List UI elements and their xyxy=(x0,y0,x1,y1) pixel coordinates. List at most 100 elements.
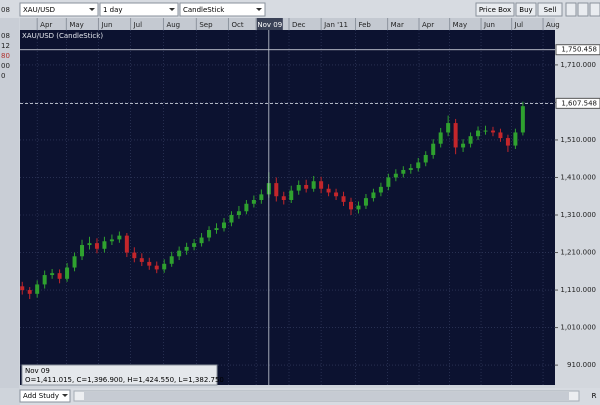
style-dropdown[interactable] xyxy=(179,2,266,17)
price-tag xyxy=(555,44,600,56)
candle-body xyxy=(311,181,316,189)
candle-body xyxy=(401,169,406,174)
y-tick-label: 1,110.000 xyxy=(560,286,596,294)
candle-body xyxy=(423,154,428,163)
icon-button[interactable] xyxy=(589,2,600,17)
toolbar-button[interactable] xyxy=(475,2,515,17)
icon-button[interactable] xyxy=(565,2,577,17)
candle-body xyxy=(476,130,481,137)
candle-body xyxy=(483,130,488,132)
x-tick-label: Jun xyxy=(100,21,112,29)
symbol: XAU/USD xyxy=(23,6,55,14)
reset-button[interactable]: R xyxy=(592,392,597,400)
dropdown-arrow xyxy=(169,8,175,11)
candle-body xyxy=(117,235,122,240)
info-ohlc: O=1,411.015, C=1,396.900, H=1,424.550, L… xyxy=(25,376,224,384)
y-axis-bar xyxy=(555,18,600,388)
candle-body xyxy=(259,194,264,200)
candle-body xyxy=(363,198,368,206)
candle-body xyxy=(214,228,219,231)
candle-body xyxy=(132,252,137,259)
side-label: 08 xyxy=(1,32,10,40)
toolbar-button[interactable] xyxy=(537,2,563,17)
candle-body xyxy=(57,273,62,279)
candle-body xyxy=(378,186,383,193)
candle-body xyxy=(505,138,510,146)
candle-body xyxy=(356,205,361,210)
candle-body xyxy=(87,243,92,246)
crosshair-tag xyxy=(256,18,283,30)
x-tick-label: Dec xyxy=(292,21,306,29)
candle-body xyxy=(177,250,182,257)
candle-body xyxy=(42,275,47,285)
x-tick-label: Jun xyxy=(483,21,495,29)
candle-body xyxy=(386,177,391,187)
x-tick-label: Aug xyxy=(546,21,560,29)
y-tick-label: 1,010.000 xyxy=(560,324,596,332)
interval: 1 day xyxy=(103,6,123,14)
candle-body xyxy=(490,130,495,133)
candle-body xyxy=(304,184,309,189)
candle-body xyxy=(334,192,339,197)
candle-body xyxy=(20,286,25,291)
y-tick-label: 910.000 xyxy=(567,361,596,369)
candle-body xyxy=(438,132,443,144)
price-tag-label: 1,607.548 xyxy=(561,99,597,107)
candle-body xyxy=(199,237,204,244)
candle-body xyxy=(244,203,249,212)
candle-body xyxy=(94,243,99,249)
interval-dropdown[interactable] xyxy=(99,2,179,17)
candle-body xyxy=(147,261,152,266)
y-tick-label: 1,510.000 xyxy=(560,136,596,144)
x-tick-label: Apr xyxy=(40,21,52,29)
candle-body xyxy=(371,192,376,199)
toolbar-button[interactable] xyxy=(515,2,537,17)
candle-body xyxy=(416,162,421,169)
candle-body xyxy=(192,243,197,247)
icon-button[interactable] xyxy=(577,2,589,17)
candle-body xyxy=(453,123,458,148)
candle-body xyxy=(72,256,77,268)
candle-body xyxy=(281,196,286,200)
symbol-dropdown[interactable] xyxy=(19,2,99,17)
candle-body xyxy=(349,201,354,210)
side-label: 12 xyxy=(1,42,10,50)
candle-body xyxy=(468,136,473,144)
side-label: 08 xyxy=(1,6,10,14)
x-tick-label: May xyxy=(69,21,83,29)
y-tick-label: 1,310.000 xyxy=(560,211,596,219)
y-tick-label: 1,410.000 xyxy=(560,173,596,181)
x-tick-label: Jan '11 xyxy=(323,21,348,29)
candle-body xyxy=(408,168,413,170)
crosshair-label: Nov 09 xyxy=(257,21,282,29)
candle-body xyxy=(274,183,279,197)
x-tick-label: Aug xyxy=(166,21,180,29)
candle-body xyxy=(50,273,55,276)
button-label: Buy xyxy=(519,6,532,14)
x-tick-label: Feb xyxy=(358,21,371,29)
x-tick-label: Jul xyxy=(133,21,143,29)
candle-body xyxy=(393,173,398,178)
candle-body xyxy=(520,106,525,133)
candle-body xyxy=(154,265,159,270)
price-tag xyxy=(555,97,600,109)
study-dropdown[interactable] xyxy=(19,389,71,403)
scroll-thumb[interactable] xyxy=(84,392,569,400)
dropdown-arrow xyxy=(89,8,95,11)
candle-body xyxy=(184,246,189,251)
x-tick-label: Mar xyxy=(391,21,404,29)
price-tag-label: 1,750.458 xyxy=(561,46,597,54)
candle-body xyxy=(109,239,114,242)
x-tick-label: Oct xyxy=(231,21,243,29)
side-label: 0 xyxy=(1,72,5,80)
button-label: Sell xyxy=(544,6,557,14)
candle-body xyxy=(65,267,70,279)
candle-body xyxy=(296,184,301,191)
candle-body xyxy=(221,222,226,229)
chart-style: CandleStick xyxy=(183,6,225,14)
candle-body xyxy=(251,199,256,204)
candle-body xyxy=(27,290,32,294)
candle-body xyxy=(461,143,466,148)
y-tick-label: 1,210.000 xyxy=(560,249,596,257)
candle-body xyxy=(35,284,40,294)
